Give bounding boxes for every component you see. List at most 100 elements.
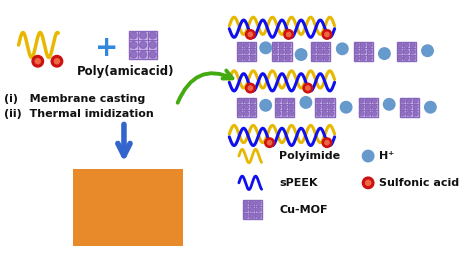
Circle shape xyxy=(246,83,255,93)
Circle shape xyxy=(311,56,316,60)
Circle shape xyxy=(149,32,156,39)
Circle shape xyxy=(325,32,329,37)
Circle shape xyxy=(363,150,374,162)
Bar xyxy=(275,98,294,117)
Circle shape xyxy=(289,105,293,109)
Circle shape xyxy=(251,43,255,48)
Circle shape xyxy=(300,97,311,108)
Circle shape xyxy=(361,43,365,48)
Circle shape xyxy=(283,105,287,109)
Circle shape xyxy=(401,105,405,109)
Bar xyxy=(273,42,292,61)
Circle shape xyxy=(398,49,402,54)
Circle shape xyxy=(325,140,329,145)
Circle shape xyxy=(140,51,146,58)
Circle shape xyxy=(276,105,281,109)
Bar xyxy=(354,42,373,61)
Circle shape xyxy=(244,56,249,60)
Circle shape xyxy=(363,177,374,189)
Circle shape xyxy=(280,43,284,48)
Circle shape xyxy=(324,43,329,48)
Circle shape xyxy=(372,105,377,109)
Circle shape xyxy=(410,43,415,48)
Circle shape xyxy=(55,59,60,64)
Text: H⁺: H⁺ xyxy=(379,151,394,161)
Circle shape xyxy=(244,43,249,48)
Circle shape xyxy=(359,111,364,116)
Text: +: + xyxy=(95,34,118,62)
Circle shape xyxy=(422,45,433,56)
Circle shape xyxy=(51,55,63,67)
Circle shape xyxy=(404,49,409,54)
Circle shape xyxy=(238,98,242,103)
Circle shape xyxy=(324,49,329,54)
Circle shape xyxy=(130,41,137,48)
Circle shape xyxy=(238,49,242,54)
Circle shape xyxy=(413,105,418,109)
Circle shape xyxy=(251,111,255,116)
Circle shape xyxy=(289,111,293,116)
Circle shape xyxy=(337,43,348,55)
Circle shape xyxy=(316,111,321,116)
Circle shape xyxy=(361,49,365,54)
Bar xyxy=(397,42,416,61)
Circle shape xyxy=(246,30,255,39)
Circle shape xyxy=(140,32,146,39)
Circle shape xyxy=(340,101,352,113)
Bar xyxy=(243,200,262,219)
Circle shape xyxy=(286,56,291,60)
Circle shape xyxy=(256,201,261,206)
Circle shape xyxy=(273,56,278,60)
Circle shape xyxy=(276,98,281,103)
Circle shape xyxy=(244,214,248,218)
Circle shape xyxy=(251,105,255,109)
Circle shape xyxy=(323,98,328,103)
Bar xyxy=(73,169,183,246)
Text: sPEEK: sPEEK xyxy=(279,178,318,188)
Circle shape xyxy=(273,49,278,54)
Circle shape xyxy=(276,111,281,116)
Circle shape xyxy=(244,98,249,103)
Circle shape xyxy=(256,207,261,212)
Bar xyxy=(310,42,330,61)
Circle shape xyxy=(283,98,287,103)
Circle shape xyxy=(244,105,249,109)
Circle shape xyxy=(283,111,287,116)
Circle shape xyxy=(366,111,371,116)
Circle shape xyxy=(303,83,312,93)
Circle shape xyxy=(398,56,402,60)
Circle shape xyxy=(316,98,321,103)
Circle shape xyxy=(286,43,291,48)
Circle shape xyxy=(367,49,372,54)
Circle shape xyxy=(260,42,272,54)
Circle shape xyxy=(366,105,371,109)
Circle shape xyxy=(366,98,371,103)
Circle shape xyxy=(248,86,253,90)
Circle shape xyxy=(244,201,248,206)
Circle shape xyxy=(260,100,272,111)
Circle shape xyxy=(250,214,255,218)
Circle shape xyxy=(280,56,284,60)
Circle shape xyxy=(280,49,284,54)
Circle shape xyxy=(413,98,418,103)
Circle shape xyxy=(329,98,334,103)
Circle shape xyxy=(318,56,322,60)
Circle shape xyxy=(401,98,405,103)
Circle shape xyxy=(130,32,137,39)
Circle shape xyxy=(413,111,418,116)
Circle shape xyxy=(248,32,253,37)
Circle shape xyxy=(140,41,146,48)
Circle shape xyxy=(250,201,255,206)
Circle shape xyxy=(322,138,332,147)
Bar xyxy=(237,98,256,117)
Circle shape xyxy=(398,43,402,48)
Circle shape xyxy=(251,98,255,103)
Text: (i)   Membrane casting: (i) Membrane casting xyxy=(4,94,146,104)
Circle shape xyxy=(244,111,249,116)
Circle shape xyxy=(322,30,332,39)
Circle shape xyxy=(407,111,411,116)
Circle shape xyxy=(256,214,261,218)
Circle shape xyxy=(329,105,334,109)
Circle shape xyxy=(324,56,329,60)
Circle shape xyxy=(329,111,334,116)
